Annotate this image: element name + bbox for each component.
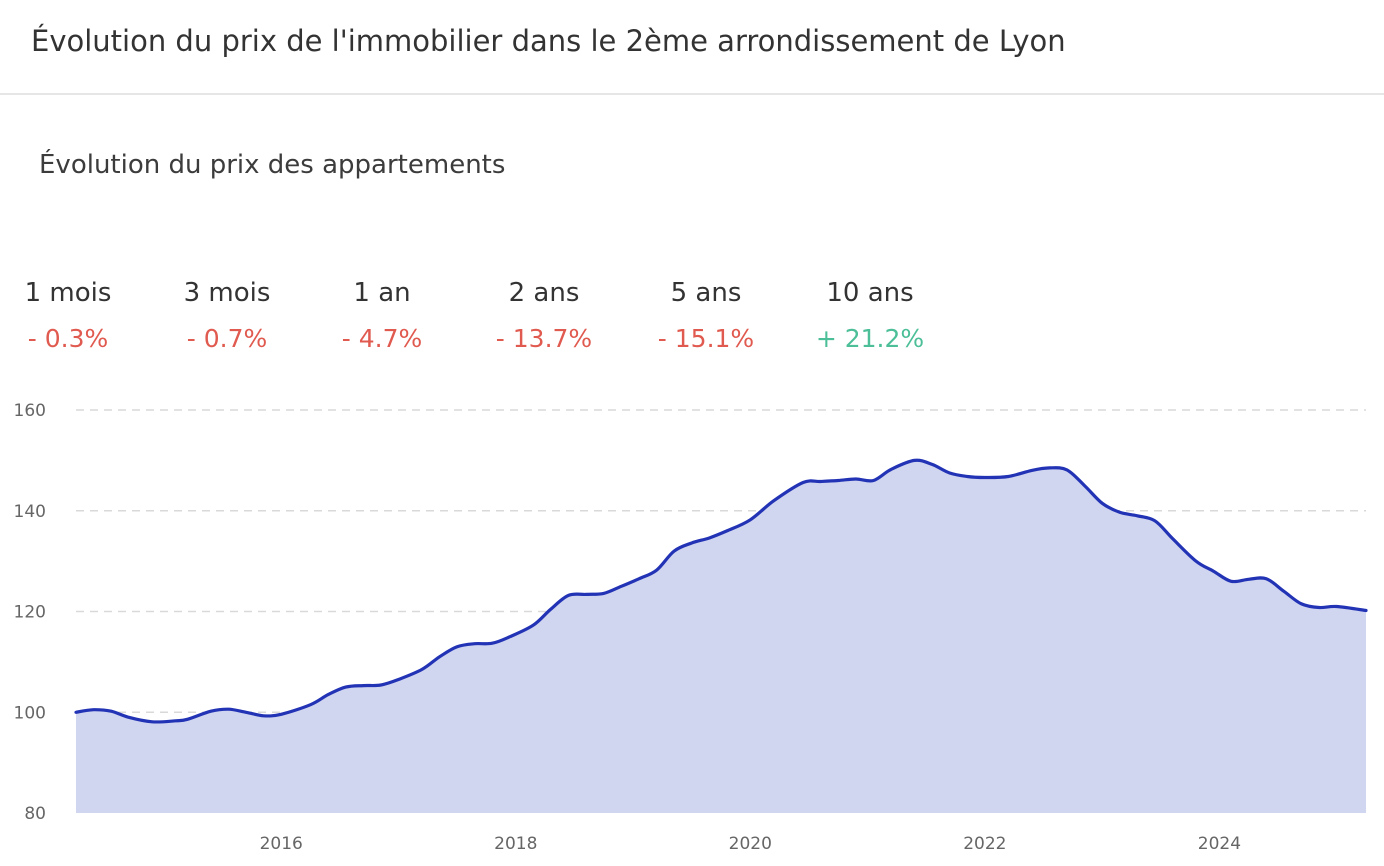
stat-2-years[interactable]: 2 ans - 13.7% [487,278,601,353]
price-chart: 80 100 120 140 160 2016 2018 2020 2022 2024 [14,401,1368,854]
stat-label: 1 mois [24,278,112,308]
stat-value: - 15.1% [657,324,755,353]
page-title: Évolution du prix de l'immobilier dans l… [31,24,1066,58]
stat-10-years[interactable]: 10 ans + 21.2% [809,278,931,353]
page-header: Évolution du prix de l'immobilier dans l… [0,0,1384,95]
stat-value: - 0.7% [186,324,268,353]
y-tick-label: 100 [14,703,46,723]
stat-label: 5 ans [670,278,742,308]
stat-3-months[interactable]: 3 mois - 0.7% [174,278,280,353]
stat-5-years[interactable]: 5 ans - 15.1% [652,278,760,353]
stat-1-month[interactable]: 1 mois - 0.3% [20,278,116,353]
x-tick-label: 2018 [494,834,537,854]
x-tick-label: 2020 [729,834,772,854]
stat-label: 1 an [353,278,411,308]
x-tick-label: 2016 [260,834,303,854]
stat-value: - 13.7% [495,324,593,353]
chart-title: Évolution du prix des appartements [39,150,506,180]
y-tick-label: 120 [14,603,46,623]
stat-value: - 4.7% [341,324,423,353]
stat-value: - 0.3% [27,324,109,353]
stat-label: 2 ans [508,278,580,308]
x-tick-label: 2024 [1198,834,1241,854]
series-area [76,460,1366,813]
x-tick-label: 2022 [963,834,1006,854]
stat-label: 3 mois [183,278,271,308]
y-tick-label: 160 [14,401,46,421]
stat-1-year[interactable]: 1 an - 4.7% [332,278,432,353]
stat-value: + 21.2% [815,324,925,353]
stat-label: 10 ans [826,278,914,308]
y-tick-label: 140 [14,502,46,522]
y-tick-label: 80 [24,804,46,824]
series-line [74,458,1368,724]
